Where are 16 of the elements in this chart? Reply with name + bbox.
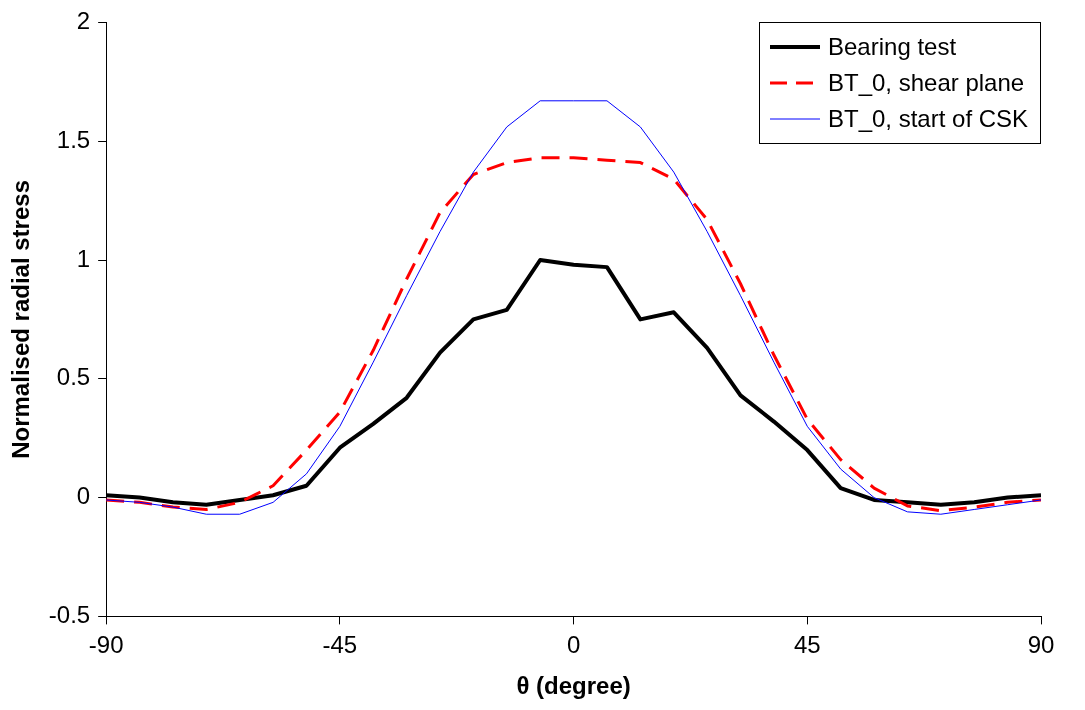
x-axis-title: θ (degree) [516, 672, 631, 700]
legend-label: Bearing test [828, 32, 957, 63]
y-tick-label: 2 [76, 7, 91, 35]
legend-label: BT_0, start of CSK [828, 104, 1029, 135]
x-tick-label: 45 [793, 631, 821, 659]
y-axis-title: Normalised radial stress [7, 179, 35, 459]
x-tick-label: -45 [322, 631, 358, 659]
x-tick-label: 90 [1027, 631, 1055, 659]
y-tick-label: 1.5 [56, 125, 91, 153]
y-tick-label: -0.5 [48, 601, 91, 629]
x-tick-label: -90 [88, 631, 124, 659]
legend-label: BT_0, shear plane [828, 68, 1025, 99]
y-tick-label: 0 [76, 482, 91, 510]
y-tick-label: 1 [76, 244, 91, 272]
y-tick-label: 0.5 [56, 363, 91, 391]
x-tick-label: 0 [566, 631, 581, 659]
